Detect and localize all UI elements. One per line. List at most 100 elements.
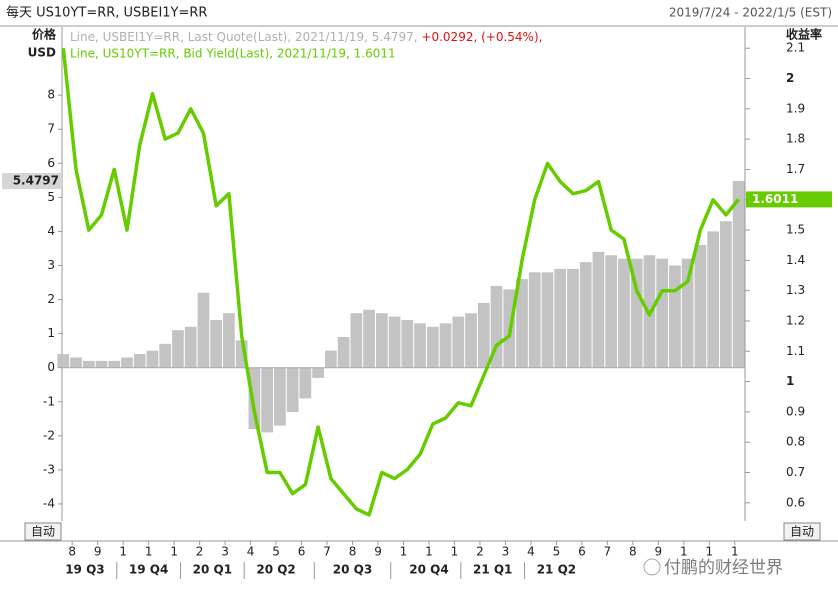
y-tick-label: 2: [47, 292, 55, 306]
x-tick-label: 5: [553, 545, 561, 559]
quarter-label: 21 Q2: [537, 563, 576, 577]
legend-entry: Line, USBEI1Y=RR, Last Quote(Last), 2021…: [70, 30, 542, 44]
button-label[interactable]: 自动: [790, 525, 814, 539]
bar: [108, 360, 121, 368]
chart-title: 每天 US10YT=RR, USBEI1Y=RR: [6, 5, 207, 21]
y-tick-label: 1: [47, 326, 55, 340]
y-axis-label: 价格: [32, 27, 57, 42]
legend-change: +0.0292, (+0.54%),: [421, 30, 542, 44]
y2-tick-label: 2.1: [786, 41, 805, 55]
y2-axis-label: 收益率: [786, 27, 822, 42]
y2-tick-label: 1.5: [786, 223, 805, 237]
last-value-box: [746, 191, 832, 208]
x-tick-label: 4: [527, 545, 535, 559]
y2-tick-label: 1.7: [786, 162, 805, 176]
last-value-label: 1.6011: [752, 192, 798, 206]
bar: [286, 367, 299, 412]
auto-button[interactable]: 自动: [24, 522, 62, 541]
bar: [490, 285, 503, 368]
x-tick-label: 1: [706, 545, 714, 559]
bar: [388, 316, 401, 368]
x-tick-label: 3: [221, 545, 229, 559]
y2-tick-label: 1.9: [786, 101, 805, 115]
y2-tick-label: 1: [786, 374, 794, 388]
button-box[interactable]: [783, 522, 821, 541]
bar: [694, 245, 707, 368]
line: [61, 48, 740, 517]
x-tick-label: 3: [502, 545, 510, 559]
y-tick-label: 4: [47, 224, 55, 238]
y2-tick-label: 1.2: [786, 313, 805, 327]
auto-button[interactable]: 自动: [783, 522, 821, 541]
bar: [172, 330, 184, 368]
bar: [516, 279, 528, 368]
bar: [299, 367, 312, 399]
quarter-label: 19 Q3: [65, 563, 104, 577]
last-value-box: [2, 173, 62, 190]
x-tick-label: 1: [731, 545, 739, 559]
bar: [465, 313, 477, 368]
y2-tick-label: 0.8: [786, 435, 805, 449]
bar: [95, 360, 108, 368]
bar: [197, 292, 210, 368]
bar: [274, 367, 286, 426]
y-tick-label: -2: [43, 428, 55, 442]
bar: [121, 357, 133, 368]
quarter-label: 21 Q1: [473, 563, 512, 577]
bar: [350, 313, 363, 368]
x-tick-label: 1: [145, 545, 153, 559]
watermark-icon: [643, 558, 661, 576]
y-tick-label: -3: [43, 462, 55, 476]
bar: [439, 323, 452, 368]
x-tick-label: 4: [247, 545, 255, 559]
y-tick-label: 5: [47, 190, 55, 204]
y-tick-label: -1: [43, 394, 55, 408]
bar: [325, 350, 337, 368]
bar: [133, 354, 146, 368]
quarter-label: 19 Q4: [129, 563, 168, 577]
bar: [707, 231, 720, 368]
bar: [579, 262, 592, 368]
date-range: 2019/7/24 - 2022/1/5 (EST): [669, 6, 832, 20]
bar: [401, 319, 414, 368]
bar: [477, 302, 490, 368]
bar: [669, 265, 681, 368]
bar: [528, 272, 541, 368]
bar: [57, 354, 70, 368]
bar: [681, 258, 694, 368]
bar: [605, 255, 618, 368]
bar: [630, 258, 643, 368]
x-tick-label: 1: [400, 545, 408, 559]
x-tick-label: 8: [68, 545, 76, 559]
bar: [414, 323, 426, 368]
quarter-label: 20 Q2: [256, 563, 295, 577]
watermark: 付鹏的财经世界: [664, 558, 783, 578]
plot-area: [57, 48, 745, 517]
y-tick-label: -4: [43, 496, 55, 510]
y2-tick-label: 0.6: [786, 495, 805, 509]
y-axis-label: USD: [28, 46, 56, 60]
x-tick-label: 6: [578, 545, 586, 559]
bar: [146, 350, 159, 368]
x-tick-label: 1: [680, 545, 688, 559]
x-tick-label: 1: [451, 545, 459, 559]
bar: [159, 343, 172, 368]
bar: [82, 360, 95, 368]
y2-tick-label: 1.8: [786, 132, 805, 146]
x-tick-label: 7: [323, 545, 331, 559]
button-box[interactable]: [24, 522, 62, 541]
bar: [426, 326, 439, 368]
bar: [554, 268, 567, 368]
bar: [618, 258, 630, 368]
x-tick-label: 9: [655, 545, 663, 559]
x-tick-label: 7: [604, 545, 612, 559]
x-tick-label: 5: [272, 545, 280, 559]
bar: [235, 340, 248, 368]
bar: [592, 251, 605, 368]
button-label[interactable]: 自动: [31, 525, 55, 539]
bar: [656, 258, 669, 368]
x-tick-label: 2: [196, 545, 204, 559]
x-tick-label: 1: [170, 545, 178, 559]
x-tick-label: 1: [119, 545, 127, 559]
